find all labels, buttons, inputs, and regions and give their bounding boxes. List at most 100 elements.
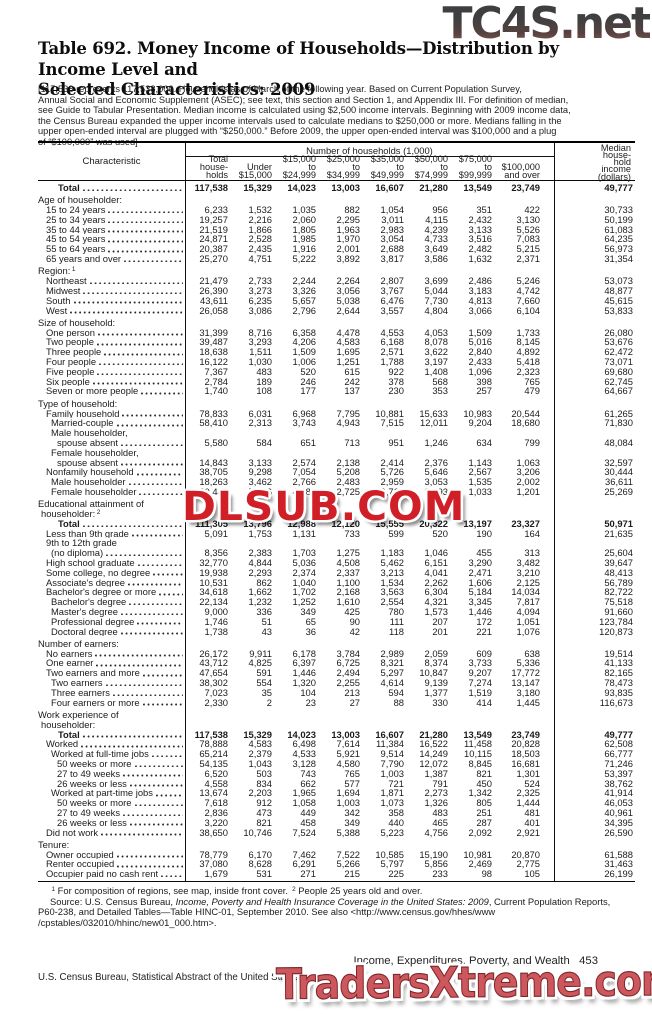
- cell-value: 3,133: [248, 456, 272, 468]
- cell-value: 1,519: [468, 686, 492, 698]
- cell-value: 13,003: [331, 728, 360, 740]
- cell-median-income: 71,830: [604, 417, 633, 429]
- cell-value: 2,593: [424, 485, 448, 497]
- cell-value: 1,252: [292, 596, 316, 608]
- median-gap: [541, 357, 554, 367]
- median-gap: [541, 519, 554, 529]
- cell-value: 1,632: [468, 253, 492, 265]
- table-row: Six people 2,784 189 246 242 378 568 398 765 62,7…: [38, 375, 635, 387]
- cell-value: 2,836: [204, 806, 228, 818]
- row-label: West: [38, 306, 185, 316]
- cell-value: 23,749: [511, 728, 540, 740]
- cell-value: 164: [524, 527, 540, 539]
- cell-value: 43: [261, 625, 272, 637]
- section-header: householder:: [38, 719, 635, 730]
- cell-value: 3,180: [516, 686, 540, 698]
- table-row: 65 years and over 25,270 4,751 5,222 3,892 3,…: [38, 254, 635, 264]
- cell-value: 330: [432, 696, 448, 708]
- section-header: Region: 1: [38, 266, 635, 276]
- row-label: Did not work: [38, 828, 185, 838]
- cell-value: 21,479: [199, 275, 228, 287]
- row-label: Some college, no degree: [38, 568, 185, 578]
- median-gap: [541, 234, 554, 244]
- median-gap: [541, 244, 554, 254]
- row-label: Two people: [38, 337, 185, 347]
- col-header: Total house- holds: [199, 153, 228, 180]
- column-divider-stub: [185, 143, 186, 881]
- dot-leader: [134, 764, 183, 768]
- median-gap: [541, 377, 554, 387]
- cell-value: 2,554: [380, 596, 404, 608]
- cell-value: 9,298: [248, 466, 272, 478]
- cell-median-income: 116,673: [599, 696, 633, 708]
- cell-value: 4,041: [424, 566, 448, 578]
- table-row: Did not work 38,650 10,746 7,524 5,388 5,223 4…: [38, 826, 635, 838]
- cell-value: 213: [344, 686, 360, 698]
- dot-leader: [128, 482, 183, 486]
- watermark-tradersxtreme: TradersXtreme.com: [275, 955, 652, 1009]
- median-gap: [541, 296, 554, 306]
- cell-value: 4,206: [292, 336, 316, 348]
- cell-median-income: 61,083: [604, 223, 633, 235]
- cell-value: 20,387: [199, 243, 228, 255]
- cell-value: 2,168: [336, 586, 360, 598]
- cell-value: 11,384: [376, 738, 404, 750]
- footnote-1-marker: 1: [51, 886, 56, 893]
- cell-value: 1,509: [468, 326, 492, 338]
- dot-leader: [108, 210, 183, 214]
- cell-value: 3,053: [424, 476, 448, 488]
- cell-value: 1,006: [292, 356, 316, 368]
- cell-value: 1,251: [336, 356, 360, 368]
- cell-value: 1,662: [248, 586, 272, 598]
- row-label: Master's degree: [38, 607, 185, 617]
- cell-value: 3,482: [516, 556, 540, 568]
- cell-value: 43,712: [199, 657, 228, 669]
- cell-value: 118: [389, 625, 404, 637]
- cell-value: 765: [524, 375, 540, 387]
- cell-median-income: 26,590: [604, 826, 633, 838]
- table-row: Two earners and more 47,654 591 1,446 2,494 5…: [38, 668, 635, 678]
- cell-value: 1,679: [204, 868, 228, 880]
- row-label: Three people: [38, 347, 185, 357]
- row-label: Two earners and more: [38, 668, 185, 678]
- table-row: 35 to 44 years 21,519 1,866 1,805 1,963 2,983…: [38, 223, 635, 235]
- cell-value: 2,983: [380, 223, 404, 235]
- table-row: Five people 7,367 483 520 615 922 1,408 1,096 2,…: [38, 367, 635, 377]
- cell-value: 912: [256, 797, 272, 809]
- cell-value: 1,183: [380, 547, 404, 559]
- table-row: Less than 9th grade 5,091 1,753 1,131 733 599…: [38, 527, 635, 539]
- cell-value: 225: [388, 868, 404, 880]
- cell-value: 4,751: [248, 253, 272, 265]
- cell-value: 2,295: [336, 213, 360, 225]
- cell-median-income: 39,647: [604, 556, 633, 568]
- cell-value: 11,458: [464, 738, 492, 750]
- table-row: Four earners or more 2,330 2 23 27 88 330 414 1,…: [38, 696, 635, 708]
- dot-leader: [101, 833, 183, 836]
- cell-value: 233: [432, 868, 448, 880]
- row-label: Bachelor's degree or more: [38, 587, 185, 597]
- cell-value: 7,795: [336, 407, 360, 419]
- cell-value: 5,044: [424, 284, 448, 296]
- table-row: Worked 78,888 4,583 6,498 7,614 11,384 16,522 1…: [38, 739, 635, 749]
- cell-value: 6,031: [248, 407, 272, 419]
- cell-value: 7,054: [292, 466, 316, 478]
- cell-value: 16,522: [419, 738, 448, 750]
- cell-median-income: 93,835: [604, 686, 633, 698]
- table-row: Four people 16,122 1,030 1,006 1,251 1,788 3,1…: [38, 357, 635, 367]
- cell-median-income: 61,588: [604, 848, 633, 860]
- table-row: 15 to 24 years 6,233 1,532 1,035 882 1,054 956…: [38, 205, 635, 215]
- dot-leader: [141, 392, 183, 395]
- median-gap: [541, 607, 554, 617]
- cell-value: 47,654: [199, 667, 228, 679]
- cell-value: 111: [389, 615, 404, 627]
- cell-value: 13,003: [331, 182, 360, 193]
- dot-leader: [139, 492, 183, 496]
- dot-leader: [108, 230, 183, 233]
- cell-value: 36: [305, 625, 316, 637]
- col-header: $50,000 to $74,999: [414, 153, 448, 180]
- cell-value: 351: [476, 204, 492, 216]
- cell-value: 5,184: [468, 586, 492, 598]
- cell-value: 32,770: [199, 556, 228, 568]
- cell-value: 4,533: [292, 748, 316, 760]
- cell-value: 7,730: [424, 294, 448, 306]
